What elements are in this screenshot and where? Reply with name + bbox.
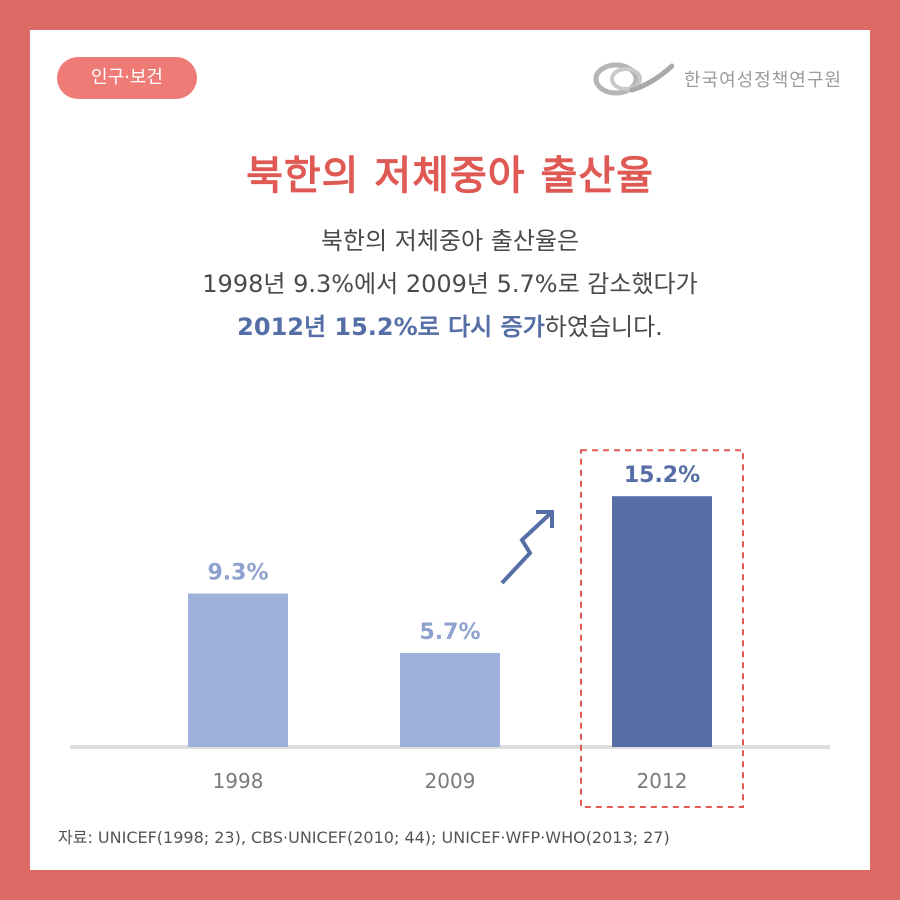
org-name: 한국여성정책연구원 [683,70,842,91]
bar-1998 [188,593,288,747]
description-line-3-rest: 하였습니다. [544,313,663,341]
description: 북한의 저체중아 출산율은 1998년 9.3%에서 2009년 5.7%로 감… [30,220,870,349]
org-logo: 한국여성정책연구원 [592,60,842,98]
x-tick-label-2012: 2012 [637,769,688,793]
bar-2012 [612,496,712,747]
bar-2009 [400,652,500,747]
data-label-2009: 5.7% [419,620,480,645]
org-logo-icon [593,62,674,96]
description-line-2: 1998년 9.3%에서 2009년 5.7%로 감소했다가 [202,270,698,298]
description-line-1: 북한의 저체중아 출산율은 [320,227,580,255]
bar-chart: 9.3% 1998 5.7% 2009 15.2% 2012 [70,449,830,808]
description-highlight: 2012년 15.2%로 다시 증가 [237,313,545,341]
highlight-box-2012 [580,449,744,808]
trend-up-arrow-icon [500,510,554,585]
infographic-card: 인구·보건 한국여성정책연구원 북한의 저체중아 출산율 북한의 저체중아 출산… [30,30,870,870]
source-note: 자료: UNICEF(1998; 23), CBS·UNICEF(2010; 4… [58,828,670,847]
data-label-2012: 15.2% [624,463,700,488]
x-tick-label-1998: 1998 [213,769,264,793]
data-label-1998: 9.3% [207,561,268,586]
category-badge: 인구·보건 [57,57,197,99]
description-line-3: 2012년 15.2%로 다시 증가하였습니다. [30,306,870,349]
x-tick-label-2009: 2009 [425,769,476,793]
page-title: 북한의 저체중아 출산율 [246,153,654,199]
